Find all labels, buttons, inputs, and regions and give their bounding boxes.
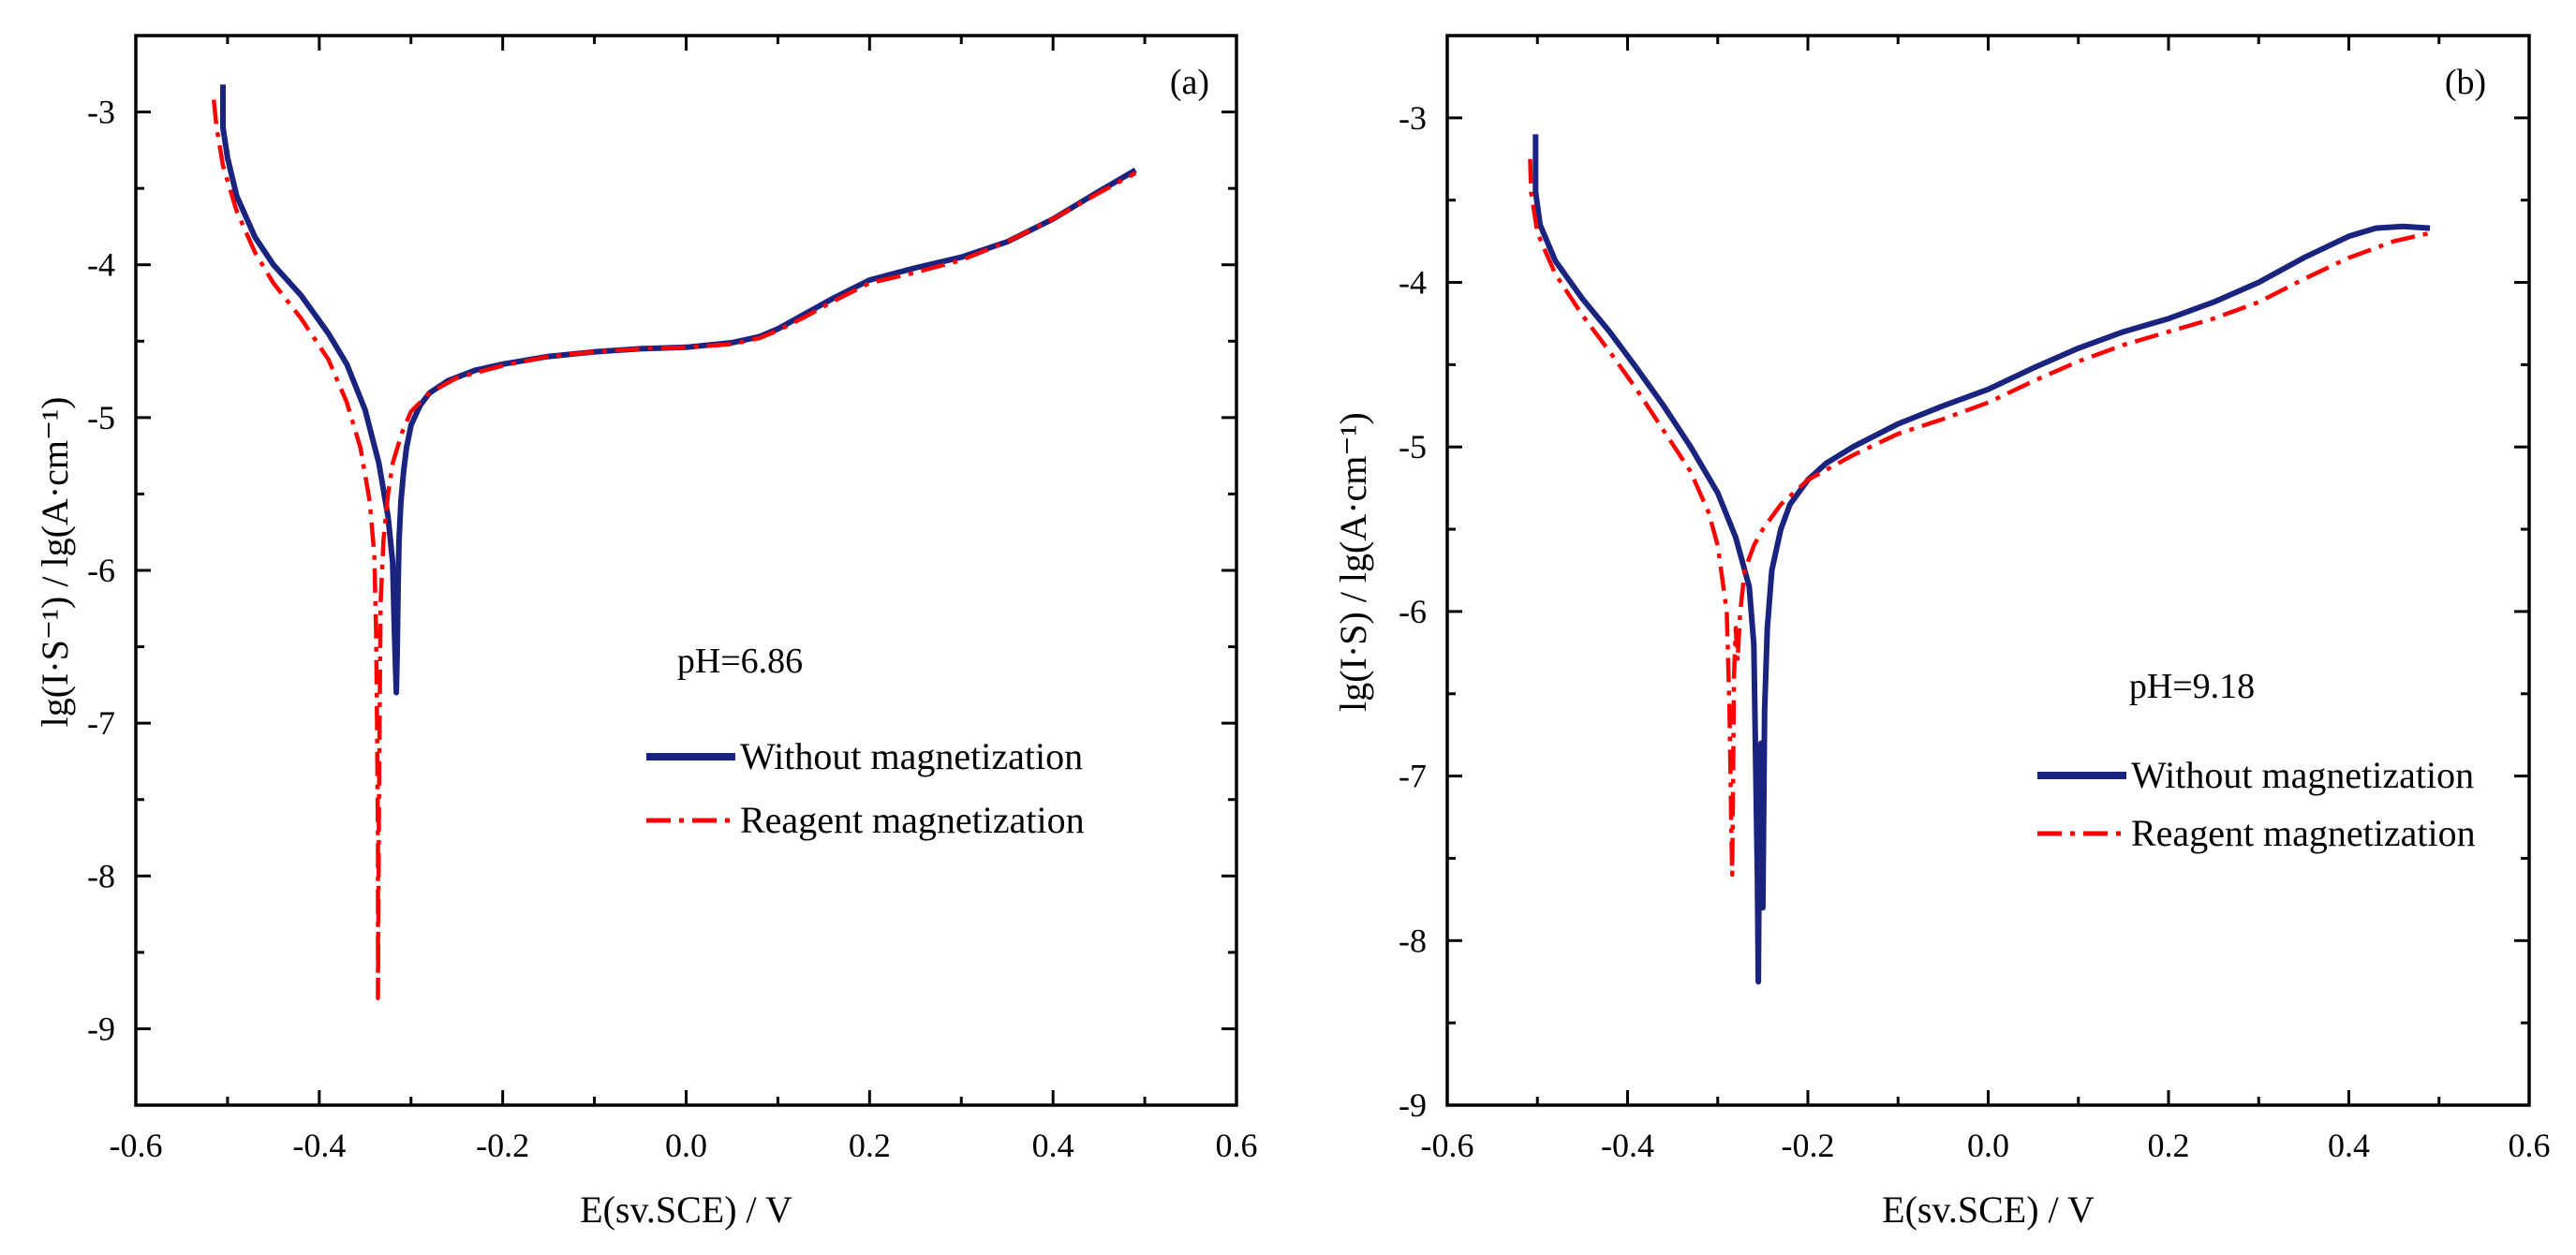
x-axis-label: E(sv.SCE) / V: [580, 1189, 792, 1231]
ph-annotation: pH=9.18: [2129, 667, 2255, 706]
y-tick-label: -7: [1399, 758, 1427, 795]
y-tick-label: -8: [1399, 922, 1427, 959]
panel-label: (a): [1170, 63, 1209, 102]
x-tick-label: -0.4: [1601, 1127, 1654, 1164]
legend-label: Without magnetization: [740, 735, 1083, 777]
y-axis-label: lg(I·S) / lg(A·cm⁻¹): [1332, 412, 1374, 712]
y-tick-label: -6: [87, 552, 115, 589]
y-tick-label: -9: [1399, 1086, 1427, 1124]
y-tick-label: -9: [87, 1010, 115, 1047]
x-tick-label: 0.4: [1032, 1127, 1074, 1164]
x-tick-label: -0.6: [110, 1127, 163, 1164]
x-tick-label: 0.6: [2509, 1127, 2551, 1164]
series-line-without-magnetization: [220, 84, 1137, 696]
x-tick-label: 0.0: [1967, 1127, 2009, 1164]
y-tick-label: -8: [87, 857, 115, 894]
y-tick-label: -5: [87, 399, 115, 436]
x-tick-label: -0.2: [1782, 1127, 1835, 1164]
series-line-reagent-magnetization: [211, 99, 1137, 1001]
y-tick-label: -5: [1399, 428, 1427, 465]
panel-a: -0.6 -0.4 -0.2 0.0 0.2 0.4 0.6 -9 -8 -7 -6 -5 -4 -3 E(…: [34, 34, 1258, 1231]
plot-frame: [134, 34, 1238, 1107]
plot-frame: [1445, 34, 2531, 1107]
y-axis-label: lg(I·S⁻¹) / lg(A·cm⁻¹): [34, 397, 76, 728]
series-line-without-magnetization: [1532, 134, 2431, 985]
panel-b: -0.6 -0.4 -0.2 0.0 0.2 0.4 0.6 -9 -8 -7 -6 -5 -4 -3 E(…: [1332, 34, 2551, 1231]
panel-label: (b): [2445, 63, 2486, 102]
legend-label: Reagent magnetization: [740, 799, 1085, 841]
y-tick-label: -3: [87, 94, 115, 131]
legend-label: Without magnetization: [2131, 754, 2474, 796]
ph-annotation: pH=6.86: [677, 642, 803, 681]
x-tick-label: -0.2: [476, 1127, 529, 1164]
x-tick-label: -0.4: [292, 1127, 346, 1164]
x-axis-label: E(sv.SCE) / V: [1882, 1189, 2095, 1231]
series-line-reagent-magnetization: [1528, 158, 2431, 878]
x-tick-label: -0.6: [1421, 1127, 1474, 1164]
y-tick-label: -3: [1399, 99, 1427, 137]
x-tick-label: 0.4: [2328, 1127, 2370, 1164]
x-tick-label: 0.0: [665, 1127, 707, 1164]
legend-label: Reagent magnetization: [2131, 812, 2476, 854]
x-tick-label: 0.6: [1216, 1127, 1258, 1164]
y-tick-label: -4: [1399, 264, 1427, 302]
x-tick-label: 0.2: [849, 1127, 891, 1164]
y-tick-label: -7: [87, 704, 115, 742]
y-tick-label: -4: [87, 246, 115, 284]
y-tick-label: -6: [1399, 593, 1427, 630]
x-tick-label: 0.2: [2148, 1127, 2190, 1164]
